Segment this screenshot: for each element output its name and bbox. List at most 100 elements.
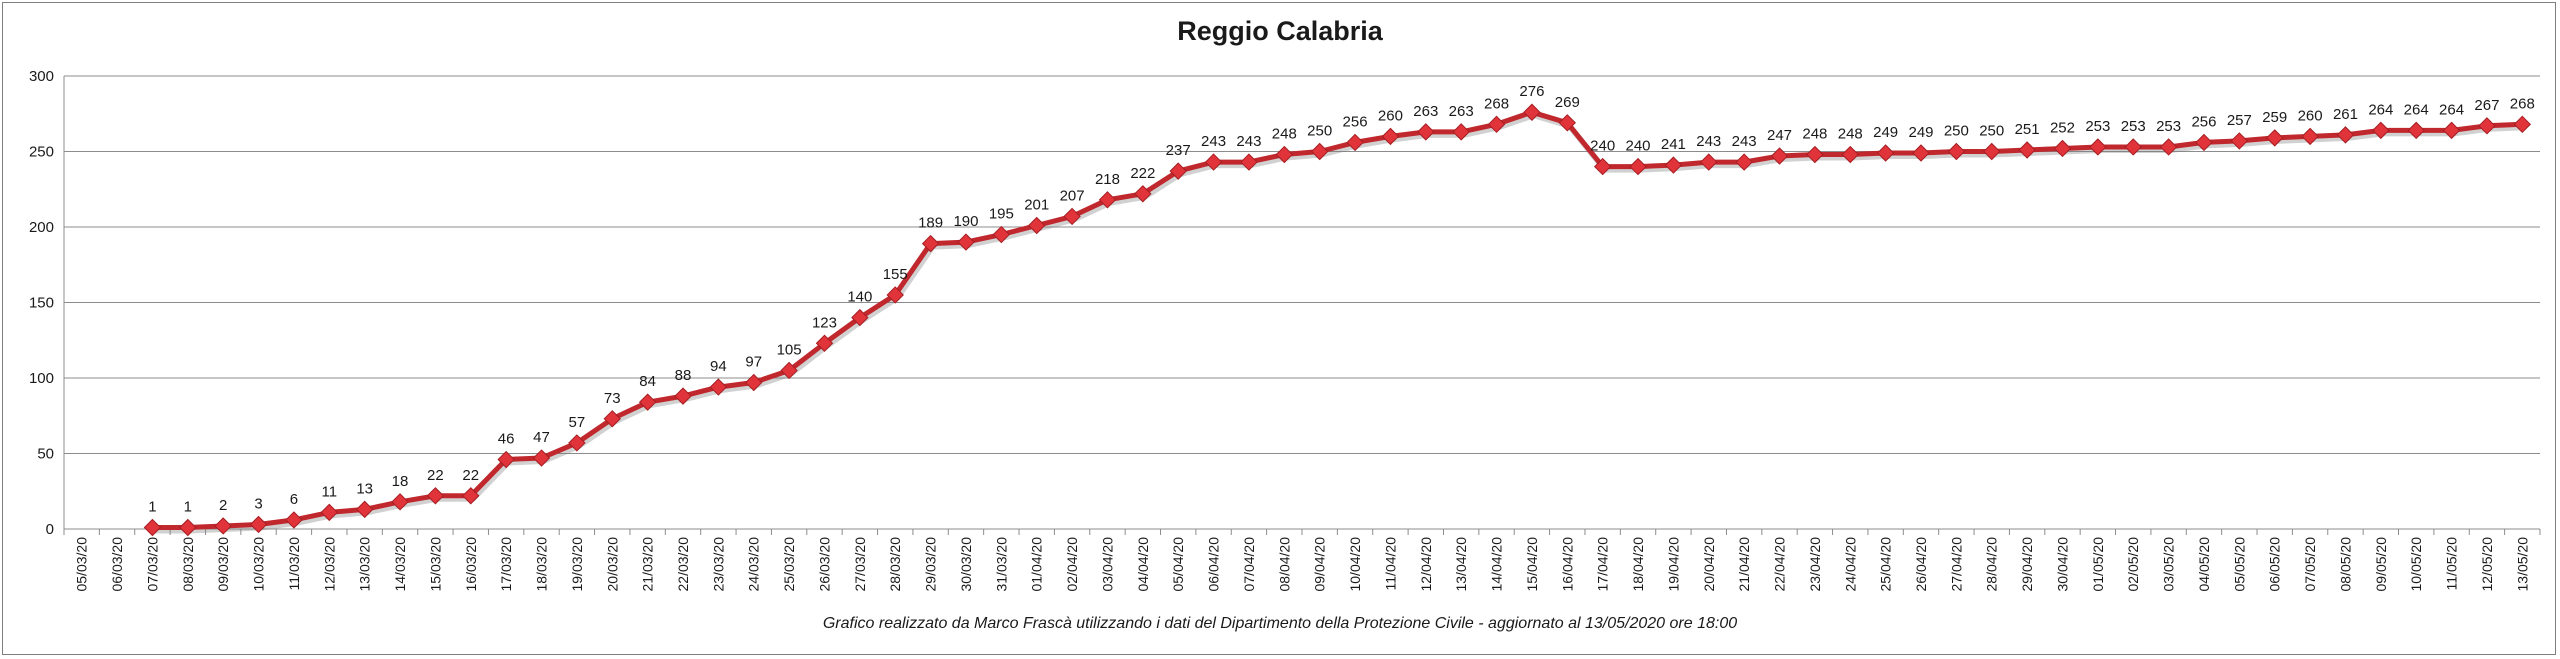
data-label: 123 <box>812 314 837 331</box>
x-tick-label: 24/03/20 <box>746 537 762 592</box>
data-point <box>320 503 338 522</box>
x-tick-label: 20/03/20 <box>604 537 620 592</box>
data-label: 84 <box>639 373 656 390</box>
data-label: 253 <box>2085 118 2110 135</box>
data-point <box>1876 144 1895 162</box>
data-point <box>1098 191 1117 209</box>
data-point <box>2124 138 2142 156</box>
data-label: 249 <box>1873 124 1898 141</box>
data-label: 253 <box>2121 118 2146 135</box>
x-tick-label: 28/03/20 <box>887 537 903 592</box>
data-point <box>532 449 551 467</box>
x-tick-label: 05/05/20 <box>2231 537 2247 592</box>
x-tick-label: 30/03/20 <box>958 537 974 592</box>
data-point <box>674 387 692 405</box>
x-tick-label: 05/03/20 <box>74 537 90 592</box>
data-point <box>2336 126 2355 144</box>
data-point <box>568 434 586 452</box>
data-label: 57 <box>569 414 586 431</box>
data-point <box>992 225 1011 244</box>
x-tick-label: 19/04/20 <box>1665 537 1681 592</box>
data-label: 22 <box>462 467 479 484</box>
data-label: 155 <box>883 266 908 283</box>
data-point <box>426 487 445 505</box>
data-label: 222 <box>1130 165 1155 182</box>
data-label: 253 <box>2156 118 2181 135</box>
data-point <box>851 308 869 327</box>
x-tick-label: 11/05/20 <box>2444 537 2460 591</box>
data-point <box>1204 153 1223 171</box>
data-point <box>2478 117 2496 135</box>
data-point <box>2089 138 2107 156</box>
data-point <box>1063 207 1081 226</box>
x-tick-label: 21/03/20 <box>640 537 656 592</box>
data-point <box>2442 121 2461 140</box>
x-tick-label: 14/04/20 <box>1489 537 1505 592</box>
data-label: 1 <box>148 498 156 515</box>
x-tick-label: 17/04/20 <box>1595 537 1611 592</box>
x-tick-label: 07/05/20 <box>2302 537 2318 592</box>
data-point <box>1452 123 1470 141</box>
data-point <box>1983 142 2001 161</box>
data-label: 249 <box>1908 124 1933 141</box>
y-tick-label: 0 <box>46 521 54 538</box>
data-label: 105 <box>777 341 802 358</box>
data-point <box>285 511 303 529</box>
x-tick-label: 21/04/20 <box>1736 537 1752 592</box>
x-tick-label: 04/04/20 <box>1135 537 1151 592</box>
data-point <box>2230 132 2249 150</box>
x-tick-label: 29/03/20 <box>923 537 939 592</box>
data-point <box>355 500 374 519</box>
x-tick-label: 28/04/20 <box>1984 537 2000 592</box>
data-point <box>1912 144 1930 162</box>
data-label: 47 <box>533 429 550 446</box>
x-tick-label: 16/04/20 <box>1559 537 1575 592</box>
data-point <box>214 517 232 535</box>
data-point <box>1841 145 1859 164</box>
x-tick-label: 27/04/20 <box>1948 537 1964 592</box>
data-label: 248 <box>1802 126 1827 143</box>
data-label: 94 <box>710 358 727 375</box>
x-tick-label: 13/05/20 <box>2514 537 2530 592</box>
data-label: 97 <box>745 354 762 371</box>
data-label: 207 <box>1060 187 1085 204</box>
data-label: 276 <box>1519 83 1544 100</box>
chart-title: Reggio Calabria <box>1177 16 1383 46</box>
x-tick-label: 08/04/20 <box>1276 537 1292 592</box>
y-tick-label: 50 <box>37 446 54 463</box>
data-point <box>2407 121 2425 140</box>
data-point <box>780 361 798 380</box>
data-point <box>1275 145 1294 164</box>
data-label: 195 <box>989 206 1014 223</box>
data-point <box>1700 153 1718 171</box>
data-point <box>603 410 621 428</box>
x-tick-label: 15/04/20 <box>1524 537 1540 592</box>
data-label: 237 <box>1166 142 1191 159</box>
data-point <box>2301 127 2319 146</box>
data-label: 189 <box>918 215 943 232</box>
data-point <box>1770 147 1789 165</box>
data-point <box>709 378 728 396</box>
y-tick-label: 250 <box>29 144 54 161</box>
x-tick-label: 24/04/20 <box>1842 537 1858 592</box>
data-label: 268 <box>2510 95 2535 112</box>
data-label: 264 <box>2439 101 2464 118</box>
data-label: 218 <box>1095 171 1120 188</box>
data-label: 11 <box>321 483 337 500</box>
x-tick-label: 30/04/20 <box>2054 537 2070 592</box>
x-tick-label: 20/04/20 <box>1701 537 1717 592</box>
y-tick-label: 100 <box>29 370 54 387</box>
data-label: 243 <box>1236 133 1261 150</box>
x-tick-label: 03/05/20 <box>2161 537 2177 592</box>
data-point <box>2053 139 2072 158</box>
x-tick-label: 08/03/20 <box>180 537 196 592</box>
data-label: 243 <box>1201 133 1226 150</box>
data-label: 140 <box>847 289 872 306</box>
data-label: 88 <box>675 367 692 384</box>
x-tick-label: 27/03/20 <box>852 537 868 592</box>
data-point <box>1169 162 1187 180</box>
x-tick-label: 25/03/20 <box>781 537 797 592</box>
x-tick-label: 04/05/20 <box>2196 537 2212 592</box>
data-label: 267 <box>2474 97 2499 114</box>
data-point <box>462 487 480 505</box>
